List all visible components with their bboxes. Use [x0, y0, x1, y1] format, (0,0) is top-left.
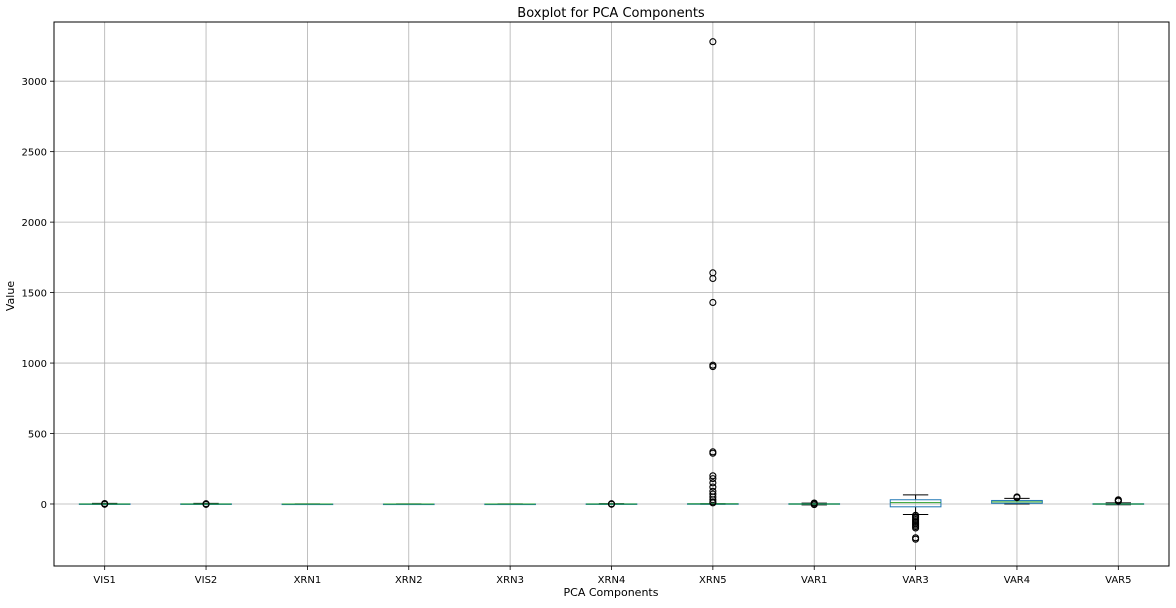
outlier-point: [810, 499, 818, 507]
x-axis-label: PCA Components: [564, 586, 659, 599]
x-tick-label: VAR3: [902, 575, 928, 586]
outlier-point: [709, 472, 717, 480]
box-xrn3: [484, 503, 536, 506]
outlier-point: [202, 500, 210, 508]
box-vis1: [78, 500, 131, 508]
box-xrn5: [687, 38, 739, 507]
y-tick-label: 3000: [22, 77, 47, 88]
outlier-point: [709, 363, 717, 371]
box-var1: [788, 499, 841, 509]
plot-frame: [53, 21, 1170, 567]
outlier-point: [709, 298, 717, 307]
x-tick-label: VIS1: [93, 575, 116, 586]
boxes: [78, 38, 1145, 543]
x-tick-label: VAR4: [1004, 575, 1030, 586]
y-tick-label: 1500: [22, 289, 47, 300]
box-xrn1: [281, 503, 334, 506]
y-tick-label: 2000: [22, 218, 47, 229]
outlier-point: [1114, 496, 1122, 504]
ticks: 0 500 1000 1500 2000 2500 3000 VIS1 VIS2 XRN1 XRN2…: [22, 77, 1132, 586]
outlier-point: [709, 479, 717, 487]
outlier-point: [912, 524, 920, 532]
outlier-point: [709, 449, 717, 457]
box-iqr: [889, 499, 942, 508]
x-tick-label: XRN1: [294, 575, 322, 586]
x-tick-label: XRN5: [699, 575, 727, 586]
box-var4: [991, 493, 1043, 505]
x-tick-label: VIS2: [195, 575, 218, 586]
box-vis2: [180, 500, 232, 508]
box-xrn2: [382, 503, 435, 506]
x-tick-label: XRN3: [496, 575, 524, 586]
chart-title: Boxplot for PCA Components: [517, 6, 705, 21]
outlier-point: [709, 483, 717, 491]
grid: [54, 22, 1169, 566]
y-tick-label: 0: [41, 500, 47, 511]
box-xrn4: [585, 500, 638, 508]
outlier-point: [709, 496, 717, 504]
box-var5: [1092, 496, 1145, 506]
y-axis-label: Value: [4, 281, 17, 311]
outlier-point: [101, 500, 109, 508]
outlier-point: [1013, 493, 1021, 501]
y-tick-label: 2500: [22, 148, 47, 159]
y-tick-label: 1000: [22, 359, 47, 370]
x-tick-label: VAR5: [1105, 575, 1131, 586]
box-var3: [889, 494, 942, 543]
outlier-point: [709, 38, 717, 46]
x-tick-label: XRN4: [598, 575, 626, 586]
outlier-point: [709, 274, 717, 283]
x-tick-label: VAR1: [801, 575, 827, 586]
y-tick-label: 500: [28, 430, 47, 441]
x-tick-label: XRN2: [395, 575, 423, 586]
outlier-point: [709, 475, 717, 483]
outlier-point: [709, 499, 717, 507]
outlier-point: [607, 500, 616, 508]
outlier-point: [912, 535, 920, 543]
